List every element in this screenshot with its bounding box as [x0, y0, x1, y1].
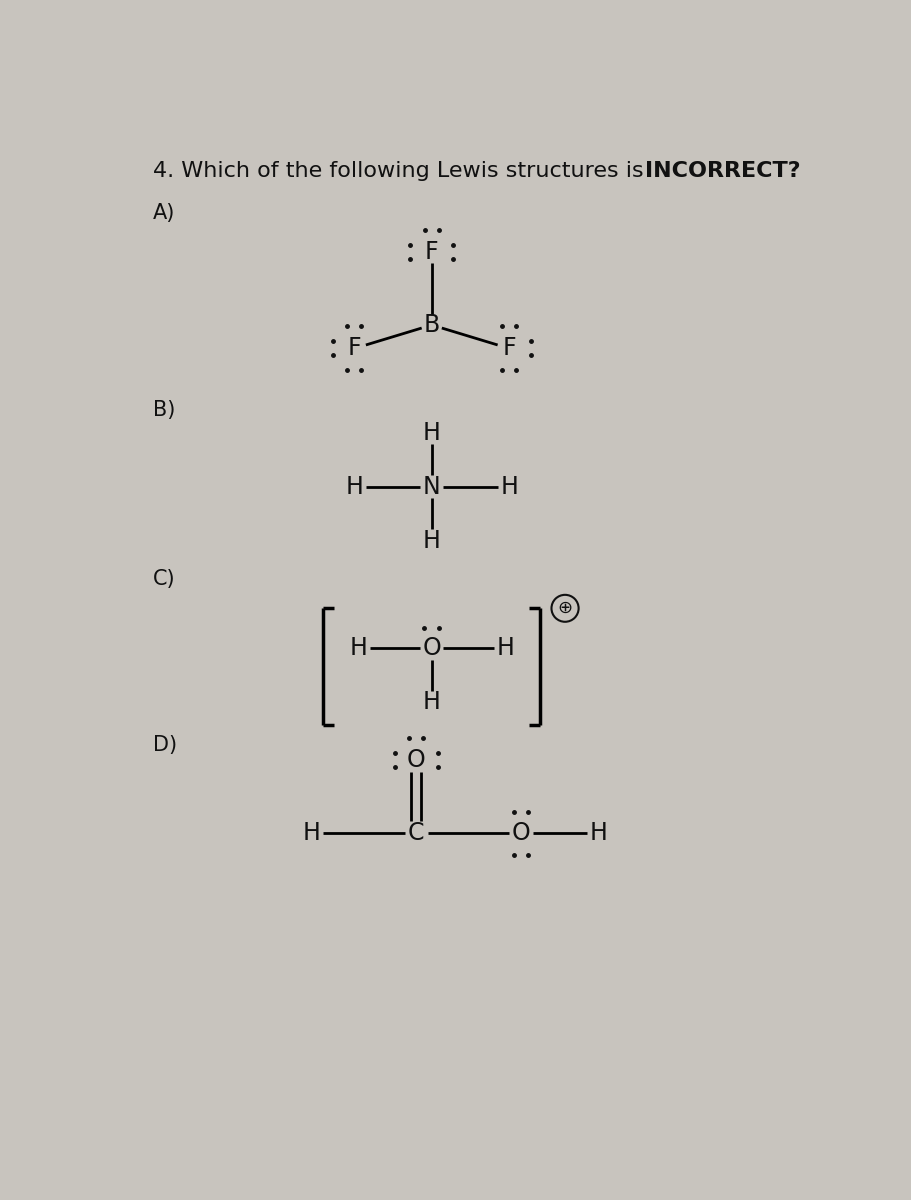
Text: INCORRECT?: INCORRECT?	[644, 161, 800, 181]
Text: H: H	[423, 528, 440, 552]
Text: F: F	[502, 336, 516, 360]
Text: H: H	[423, 690, 440, 714]
Text: H: H	[496, 636, 514, 660]
Text: N: N	[423, 475, 440, 499]
Text: F: F	[347, 336, 361, 360]
Text: D): D)	[152, 734, 177, 755]
Text: ⊕: ⊕	[557, 599, 572, 617]
Text: H: H	[345, 475, 363, 499]
Text: O: O	[406, 748, 425, 772]
Text: B): B)	[152, 400, 175, 420]
Text: H: H	[423, 421, 440, 445]
Text: C): C)	[152, 569, 175, 589]
Text: F: F	[425, 240, 438, 264]
Text: H: H	[349, 636, 366, 660]
Text: H: H	[589, 821, 607, 845]
Text: O: O	[422, 636, 441, 660]
Text: H: H	[500, 475, 517, 499]
Text: B: B	[424, 313, 439, 337]
Text: A): A)	[152, 203, 175, 223]
Text: C: C	[407, 821, 424, 845]
Text: H: H	[302, 821, 320, 845]
Text: 4. Which of the following Lewis structures is: 4. Which of the following Lewis structur…	[152, 161, 650, 181]
Text: O: O	[511, 821, 529, 845]
